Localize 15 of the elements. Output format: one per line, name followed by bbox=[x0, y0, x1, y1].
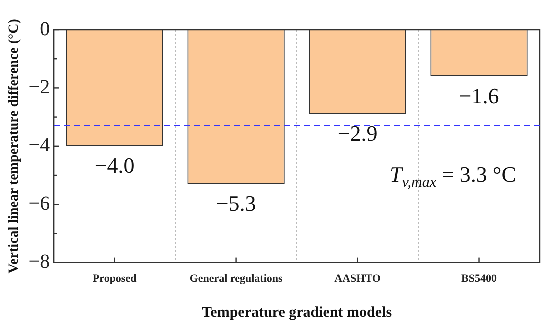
data-label: −1.6 bbox=[459, 83, 500, 108]
x-tick-label: General regulations bbox=[190, 273, 284, 286]
x-tick-label: Proposed bbox=[92, 273, 137, 286]
y-tick-label: −2 bbox=[28, 76, 50, 98]
data-label: −2.9 bbox=[338, 121, 378, 146]
y-tick-label: −8 bbox=[28, 251, 50, 274]
y-tick-label: −6 bbox=[28, 192, 50, 215]
data-label: −5.3 bbox=[216, 191, 256, 216]
x-tick-label: AASHTO bbox=[334, 273, 382, 286]
data-label: −4.0 bbox=[94, 153, 135, 178]
y-tick-label: −4 bbox=[28, 134, 50, 157]
x-axis-title: Temperature gradient models bbox=[202, 304, 392, 321]
y-tick-label: 0 bbox=[40, 18, 50, 40]
x-tick-label: BS5400 bbox=[462, 273, 498, 286]
y-axis-title: Vertical linear temperature difference (°C) bbox=[7, 18, 22, 274]
